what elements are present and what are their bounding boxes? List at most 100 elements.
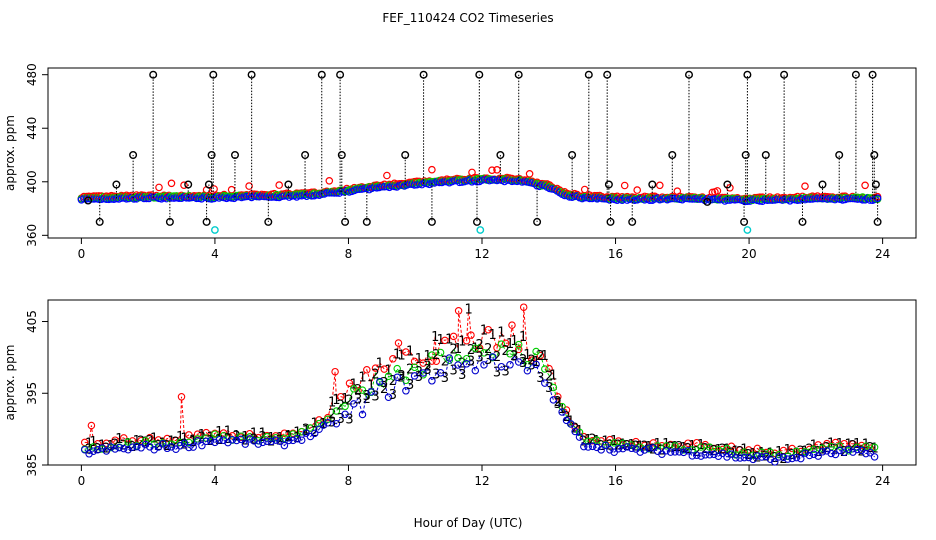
data-point-black	[606, 217, 615, 226]
data-point-black	[703, 197, 712, 206]
data-label-red: 1	[436, 333, 444, 348]
x-tick-label: 24	[875, 247, 890, 261]
data-point-black	[628, 217, 637, 226]
data-point-blue	[771, 458, 779, 466]
data-label-red: 1	[250, 427, 258, 442]
data-point-green	[141, 436, 150, 445]
data-label-green: 2	[779, 452, 787, 467]
data-point-blue	[276, 437, 284, 445]
data-point-blue	[350, 400, 358, 408]
data-label-green: 2	[528, 354, 536, 369]
data-point-red	[713, 187, 722, 195]
chart-title: FEF_110424 CO2 Timeseries	[382, 11, 553, 25]
data-label-red: 1	[489, 328, 497, 343]
data-point-green	[749, 451, 757, 459]
data-label-green: 2	[823, 441, 831, 456]
data-point-black	[230, 150, 239, 159]
data-label-red: 1	[376, 357, 384, 372]
data-point-black	[871, 180, 880, 189]
data-label-red: 1	[167, 435, 175, 450]
data-point-green	[462, 354, 471, 363]
data-point-red	[753, 444, 762, 453]
data-point-red	[180, 181, 188, 190]
data-point-black	[427, 217, 436, 226]
data-point-blue	[497, 362, 506, 371]
data-label-blue: 3	[528, 359, 536, 374]
data-label-red: 1	[176, 430, 184, 445]
data-label-green: 2	[311, 425, 319, 440]
data-point-red	[736, 446, 744, 454]
data-label-green: 2	[493, 350, 501, 365]
data-label-green: 2	[215, 433, 223, 448]
data-point-blue	[319, 421, 328, 429]
data-label-red: 1	[458, 335, 466, 350]
data-point-blue	[176, 441, 184, 450]
data-label-green: 2	[693, 445, 701, 460]
data-label-red: 1	[584, 433, 592, 448]
data-label-red: 1	[454, 342, 462, 357]
data-point-green	[549, 383, 558, 392]
data-label-red: 1	[259, 427, 267, 442]
data-point-blue	[206, 436, 215, 445]
data-point-green	[662, 442, 671, 450]
data-point-black	[165, 217, 174, 226]
data-label-green: 2	[423, 360, 431, 375]
data-label-red: 1	[285, 429, 293, 444]
data-point-red	[454, 307, 463, 315]
data-point-blue	[692, 451, 701, 459]
data-label-red: 1	[653, 437, 661, 452]
data-point-black	[584, 70, 593, 79]
data-point-blue	[80, 445, 89, 454]
data-label-green: 2	[623, 439, 631, 454]
data-point-red	[394, 339, 403, 347]
data-label-green: 2	[163, 439, 171, 454]
data-label-red: 1	[775, 445, 783, 460]
y-tick-label: 480	[25, 63, 39, 86]
data-label-red: 1	[215, 425, 223, 440]
data-point-blue	[315, 425, 323, 433]
data-point-black	[336, 70, 345, 79]
data-point-red	[432, 357, 441, 365]
data-point-red	[389, 355, 397, 363]
y-tick-label: 400	[25, 170, 39, 193]
data-point-green	[514, 340, 523, 349]
data-point-red	[545, 364, 553, 373]
data-point-blue	[775, 453, 783, 461]
data-point-blue	[310, 429, 319, 438]
data-label-red: 1	[697, 438, 705, 453]
data-label-green: 2	[180, 438, 188, 453]
data-label-blue: 3	[380, 376, 388, 391]
data-label-green: 2	[389, 374, 397, 389]
data-point-red	[210, 185, 218, 193]
data-label-green: 2	[745, 448, 753, 463]
data-point-blue	[480, 361, 488, 369]
data-point-blue	[289, 436, 297, 445]
data-point-blue	[597, 446, 605, 454]
data-label-green: 2	[580, 435, 588, 450]
data-label-green: 2	[536, 349, 544, 364]
data-label-red: 1	[293, 426, 301, 441]
data-point-blue	[797, 454, 805, 463]
data-point-blue	[619, 444, 627, 453]
data-label-red: 1	[523, 348, 531, 363]
data-label-blue: 3	[432, 368, 440, 383]
data-point-red	[167, 179, 176, 188]
data-point-blue	[601, 441, 610, 450]
data-label-green: 2	[632, 439, 640, 454]
data-point-red	[428, 165, 436, 174]
data-label-green: 2	[762, 449, 770, 464]
data-point-red	[331, 367, 339, 376]
data-point-red	[484, 325, 493, 334]
data-point-red	[363, 366, 371, 374]
data-label-red: 1	[464, 303, 472, 318]
data-label-green: 2	[849, 439, 857, 454]
data-label-red: 1	[714, 443, 722, 458]
data-label-red: 1	[232, 429, 240, 444]
data-point-green	[306, 424, 315, 432]
data-point-blue	[645, 444, 653, 452]
data-label-red: 1	[328, 396, 336, 411]
data-point-black	[84, 196, 93, 205]
data-point-black	[533, 217, 542, 226]
data-label-red: 1	[836, 437, 844, 452]
